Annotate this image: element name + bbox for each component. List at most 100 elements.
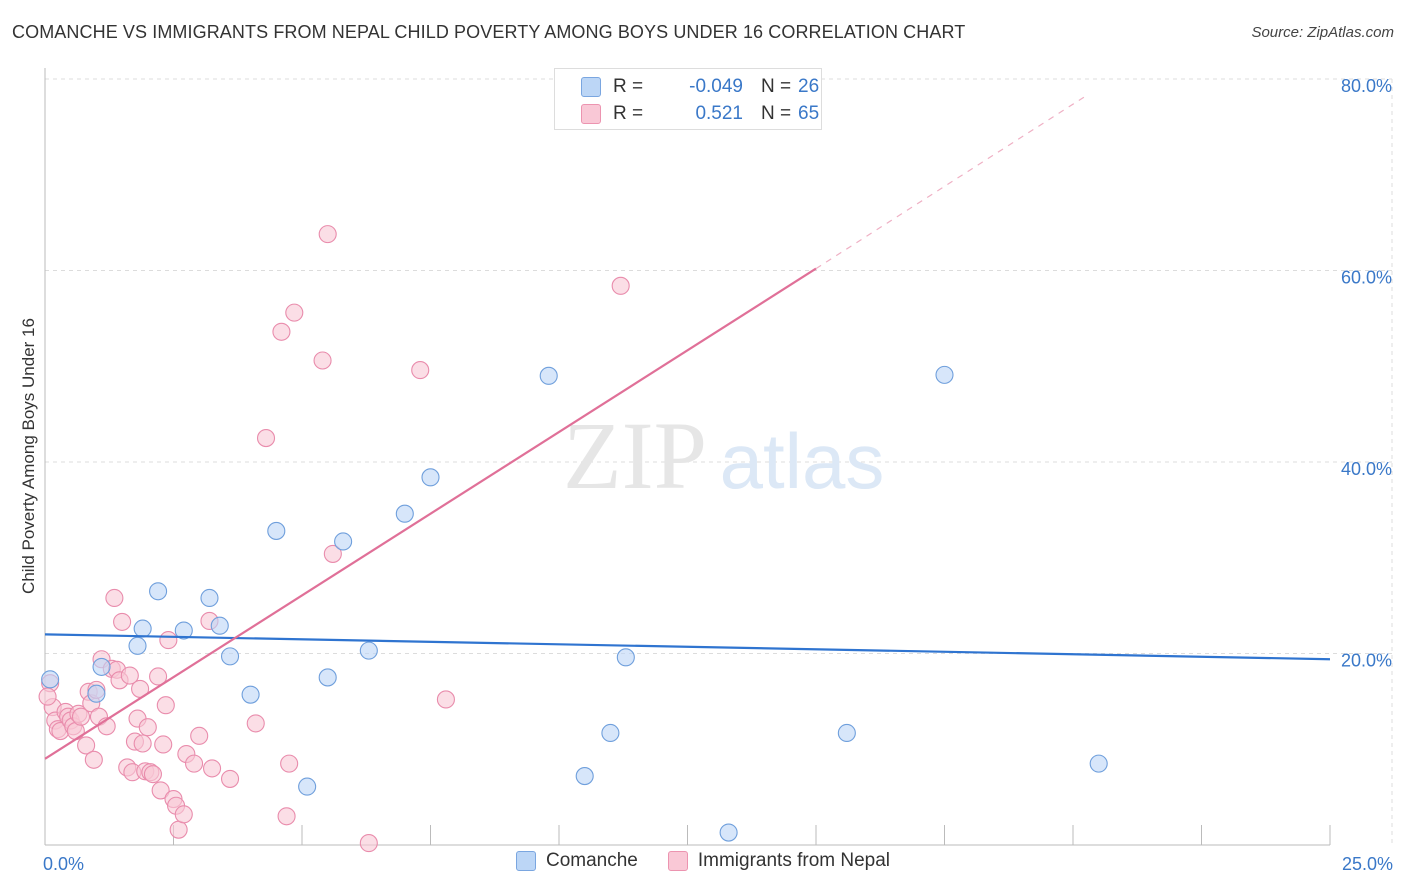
n-label: N =: [761, 103, 792, 124]
n-value: 26: [798, 76, 820, 97]
point-nepal: [84, 750, 103, 769]
point-nepal: [323, 544, 342, 563]
point-nepal: [190, 726, 209, 745]
point-comanche: [421, 468, 440, 487]
point-nepal: [159, 631, 178, 650]
gridlines: [45, 78, 1393, 845]
r-value: 0.521: [695, 103, 743, 124]
point-nepal: [151, 781, 170, 800]
point-comanche: [575, 767, 594, 786]
point-nepal: [272, 322, 291, 341]
point-nepal: [154, 735, 173, 754]
point-nepal: [149, 667, 168, 686]
point-nepal: [246, 714, 265, 733]
point-nepal: [359, 834, 378, 853]
point-nepal: [313, 351, 332, 370]
point-nepal: [436, 690, 455, 709]
r-label: R =: [613, 103, 644, 124]
point-comanche: [719, 823, 738, 842]
watermark-atlas: atlas: [720, 417, 885, 505]
point-comanche: [601, 723, 620, 743]
watermark-zip: ZIP: [563, 402, 707, 509]
point-comanche: [92, 657, 111, 676]
point-comanche: [334, 532, 353, 551]
point-nepal: [203, 759, 222, 778]
nepal-swatch: [667, 851, 688, 871]
point-comanche: [87, 684, 106, 703]
point-comanche: [41, 670, 60, 689]
point-nepal: [318, 225, 337, 244]
point-nepal: [185, 754, 204, 773]
point-nepal: [138, 718, 157, 737]
point-comanche: [1089, 754, 1108, 773]
point-comanche: [174, 621, 193, 640]
point-nepal: [105, 588, 124, 608]
point-comanche: [128, 636, 147, 655]
point-comanche: [149, 582, 168, 601]
point-comanche: [241, 685, 260, 704]
y-axis-label: Child Poverty Among Boys Under 16: [19, 318, 38, 594]
point-nepal: [611, 276, 630, 295]
y-tick-label: 40.0%: [1341, 459, 1392, 479]
tick-labels: 20.0% 40.0% 60.0% 80.0% 0.0% 25.0%: [43, 76, 1393, 874]
point-comanche: [200, 588, 219, 608]
point-nepal: [285, 303, 304, 322]
trend-line-comanche: [44, 633, 1331, 661]
nepal-swatch: [581, 104, 601, 124]
stats-legend: R = -0.049 N = 26 R = 0.521 N = 65: [554, 68, 822, 130]
legend-item-comanche[interactable]: Comanche: [515, 850, 638, 872]
n-label: N =: [761, 76, 792, 97]
point-nepal: [277, 807, 296, 826]
point-comanche: [395, 504, 414, 523]
point-comanche: [133, 619, 152, 638]
point-nepal: [174, 805, 193, 824]
point-comanche: [220, 647, 240, 666]
series-comanche-points: [41, 365, 1108, 842]
point-nepal: [113, 612, 132, 631]
r-label: R =: [613, 76, 644, 97]
y-tick-label: 20.0%: [1341, 651, 1392, 671]
trend-line-nepal: [44, 267, 817, 760]
trend-line-nepal-extension: [815, 93, 1089, 270]
point-comanche: [616, 648, 635, 667]
point-comanche: [298, 777, 317, 796]
point-comanche: [318, 668, 337, 687]
y-tick-label: 60.0%: [1341, 268, 1392, 288]
point-nepal: [77, 736, 96, 755]
point-nepal: [411, 361, 430, 380]
point-comanche: [837, 723, 856, 743]
point-nepal: [280, 754, 299, 773]
point-comanche: [210, 616, 229, 635]
point-comanche: [539, 366, 558, 385]
chart-title: COMANCHE VS IMMIGRANTS FROM NEPAL CHILD …: [12, 22, 966, 42]
watermark: ZIP atlas: [563, 402, 884, 509]
point-nepal: [38, 687, 57, 706]
y-tick-label: 80.0%: [1341, 76, 1392, 96]
trend-lines: [44, 93, 1331, 760]
point-nepal: [120, 666, 139, 685]
x-tick-label-max: 25.0%: [1342, 854, 1393, 874]
legend-item-nepal[interactable]: Immigrants from Nepal: [667, 850, 891, 872]
series-nepal-points: [38, 225, 630, 853]
series-legend: Comanche Immigrants from Nepal: [0, 850, 1406, 872]
n-value: 65: [798, 103, 820, 124]
point-comanche: [359, 641, 378, 660]
point-nepal: [169, 820, 188, 839]
point-nepal: [143, 765, 162, 784]
legend-label-comanche: Comanche: [545, 850, 638, 871]
x-tick-label-min: 0.0%: [43, 854, 84, 874]
point-nepal: [220, 769, 240, 788]
source-label: Source: ZipAtlas.com: [1251, 24, 1394, 41]
r-value: -0.049: [689, 76, 743, 97]
comanche-swatch: [581, 77, 601, 97]
point-nepal: [133, 734, 152, 753]
comanche-swatch: [515, 851, 536, 871]
axes: [44, 68, 1331, 846]
point-comanche: [267, 521, 286, 540]
point-comanche: [935, 365, 954, 384]
point-nepal: [256, 429, 276, 448]
point-nepal: [156, 696, 175, 715]
legend-label-nepal: Immigrants from Nepal: [697, 850, 891, 871]
point-nepal: [71, 707, 91, 726]
